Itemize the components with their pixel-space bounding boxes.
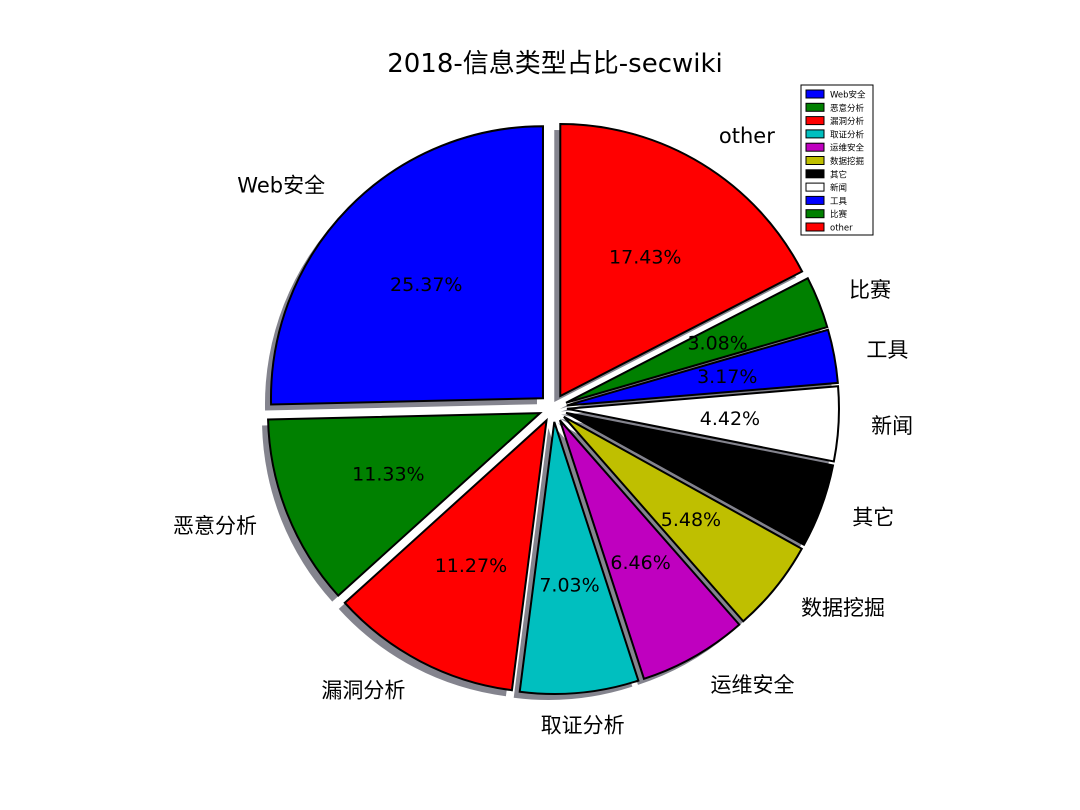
pie-slice: [565, 276, 829, 404]
percent-label: 11.27%: [435, 555, 507, 577]
pie-slice: [270, 125, 544, 406]
chart-title: 2018-信息类型占比-secwiki: [387, 49, 723, 79]
category-label: 取证分析: [541, 713, 625, 737]
legend-label: 恶意分析: [830, 103, 865, 114]
category-label: other: [719, 124, 775, 148]
category-label: 工具: [866, 338, 908, 362]
percent-label: 4.42%: [700, 408, 760, 430]
category-label: 其它: [852, 505, 894, 529]
pie-slice: [565, 411, 835, 547]
legend-swatch: [805, 195, 825, 205]
category-label: 新闻: [871, 414, 913, 438]
legend-label: Web安全: [830, 90, 866, 101]
legend-label: 运维安全: [830, 143, 865, 154]
legend-label: 其它: [830, 169, 847, 180]
legend-swatch: [805, 129, 825, 139]
legend-label: 比赛: [830, 209, 848, 220]
percent-label: 6.46%: [610, 552, 670, 574]
legend-swatch: [805, 142, 825, 152]
percent-label: 5.48%: [661, 509, 721, 531]
category-label: 恶意分析: [173, 514, 257, 538]
legend-swatch: [805, 102, 825, 112]
legend-label: 漏洞分析: [830, 116, 865, 127]
percent-label: 3.08%: [687, 332, 747, 354]
pie-slice: [563, 415, 804, 623]
legend-label: 工具: [830, 197, 848, 207]
legend-label: 取证分析: [830, 129, 865, 140]
category-label: 比赛: [849, 278, 891, 302]
pie-slice: [566, 385, 840, 463]
pie-slice: [559, 123, 804, 398]
percent-label: 17.43%: [609, 247, 681, 269]
legend-swatch: [805, 116, 825, 126]
legend-label: 新闻: [830, 183, 847, 194]
pie-slice: [566, 328, 839, 407]
legend-swatch: [805, 182, 825, 192]
pie-slice: [343, 417, 548, 692]
pie-slice: [518, 421, 640, 695]
legend-swatch: [805, 89, 825, 99]
percent-labels: 25.37% 11.33% 11.27% 7.03% 6.46% 5.48% 4.42% 3.…: [352, 247, 760, 597]
category-label: 数据挖掘: [801, 596, 885, 620]
percent-label: 3.17%: [697, 366, 757, 388]
category-label: 运维安全: [711, 673, 795, 697]
legend-swatch: [805, 156, 825, 165]
legend-swatch: [805, 222, 825, 232]
pie-slice: [558, 419, 741, 681]
category-label: Web安全: [237, 173, 325, 197]
legend-label: other: [830, 224, 853, 234]
percent-label: 25.37%: [390, 274, 462, 296]
percent-label: 11.33%: [352, 464, 424, 486]
percent-label: 7.03%: [539, 574, 599, 596]
pie-slice: [267, 412, 543, 598]
legend-swatch: [805, 209, 825, 219]
category-label: 漏洞分析: [321, 678, 405, 702]
slices: [267, 123, 840, 695]
legend-label: 数据挖掘: [830, 156, 864, 167]
legend-swatch: [805, 169, 825, 179]
